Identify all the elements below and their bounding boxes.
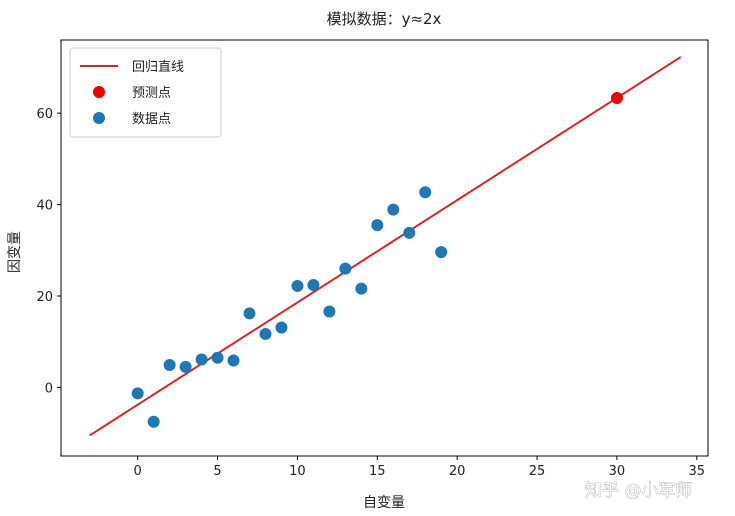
data-point	[355, 282, 368, 295]
data-point	[291, 279, 304, 292]
legend-marker-swatch	[93, 86, 105, 98]
data-point	[419, 186, 432, 199]
x-axis-label: 自变量	[363, 495, 405, 511]
legend-label: 预测点	[132, 86, 171, 101]
x-tick-label: 5	[213, 464, 221, 479]
legend-label: 数据点	[132, 112, 171, 127]
data-point	[179, 360, 192, 373]
y-axis-label: 因变量	[7, 231, 23, 273]
data-point	[435, 246, 448, 259]
x-tick-label: 0	[134, 464, 142, 479]
regression-line	[89, 56, 682, 437]
axes-frame	[60, 39, 709, 457]
prediction-point	[610, 92, 623, 105]
y-tick-label: 60	[36, 107, 53, 122]
data-point	[403, 226, 416, 239]
x-tick-label: 35	[689, 464, 706, 479]
x-tick-label: 10	[289, 464, 306, 479]
data-point	[307, 279, 320, 292]
data-point	[147, 415, 160, 428]
data-point	[387, 203, 400, 216]
data-point	[275, 321, 288, 334]
plot-area: 0 5 10 15 20 25 30 35 0 20 40 60	[36, 39, 709, 479]
data-point	[195, 353, 208, 366]
y-tick-label: 0	[45, 381, 53, 396]
y-tick-label: 20	[36, 290, 53, 305]
data-point	[131, 387, 144, 400]
legend-marker-swatch	[93, 112, 105, 124]
data-point	[323, 305, 336, 318]
legend-box	[69, 47, 222, 138]
x-tick-label: 15	[369, 464, 386, 479]
data-point	[371, 219, 384, 232]
data-point	[339, 262, 352, 275]
y-tick-label: 40	[36, 199, 53, 214]
legend-label: 回归直线	[132, 60, 184, 75]
chart-title: 模拟数据：y≈2x	[327, 10, 442, 28]
x-tick-label: 30	[609, 464, 626, 479]
x-tick-label: 25	[529, 464, 546, 479]
data-point	[243, 307, 256, 320]
x-tick-label: 20	[449, 464, 466, 479]
data-point	[163, 359, 176, 372]
watermark: 知乎 @小军师	[585, 481, 692, 501]
data-point	[259, 327, 272, 340]
data-point	[227, 354, 240, 367]
data-point	[211, 351, 224, 364]
